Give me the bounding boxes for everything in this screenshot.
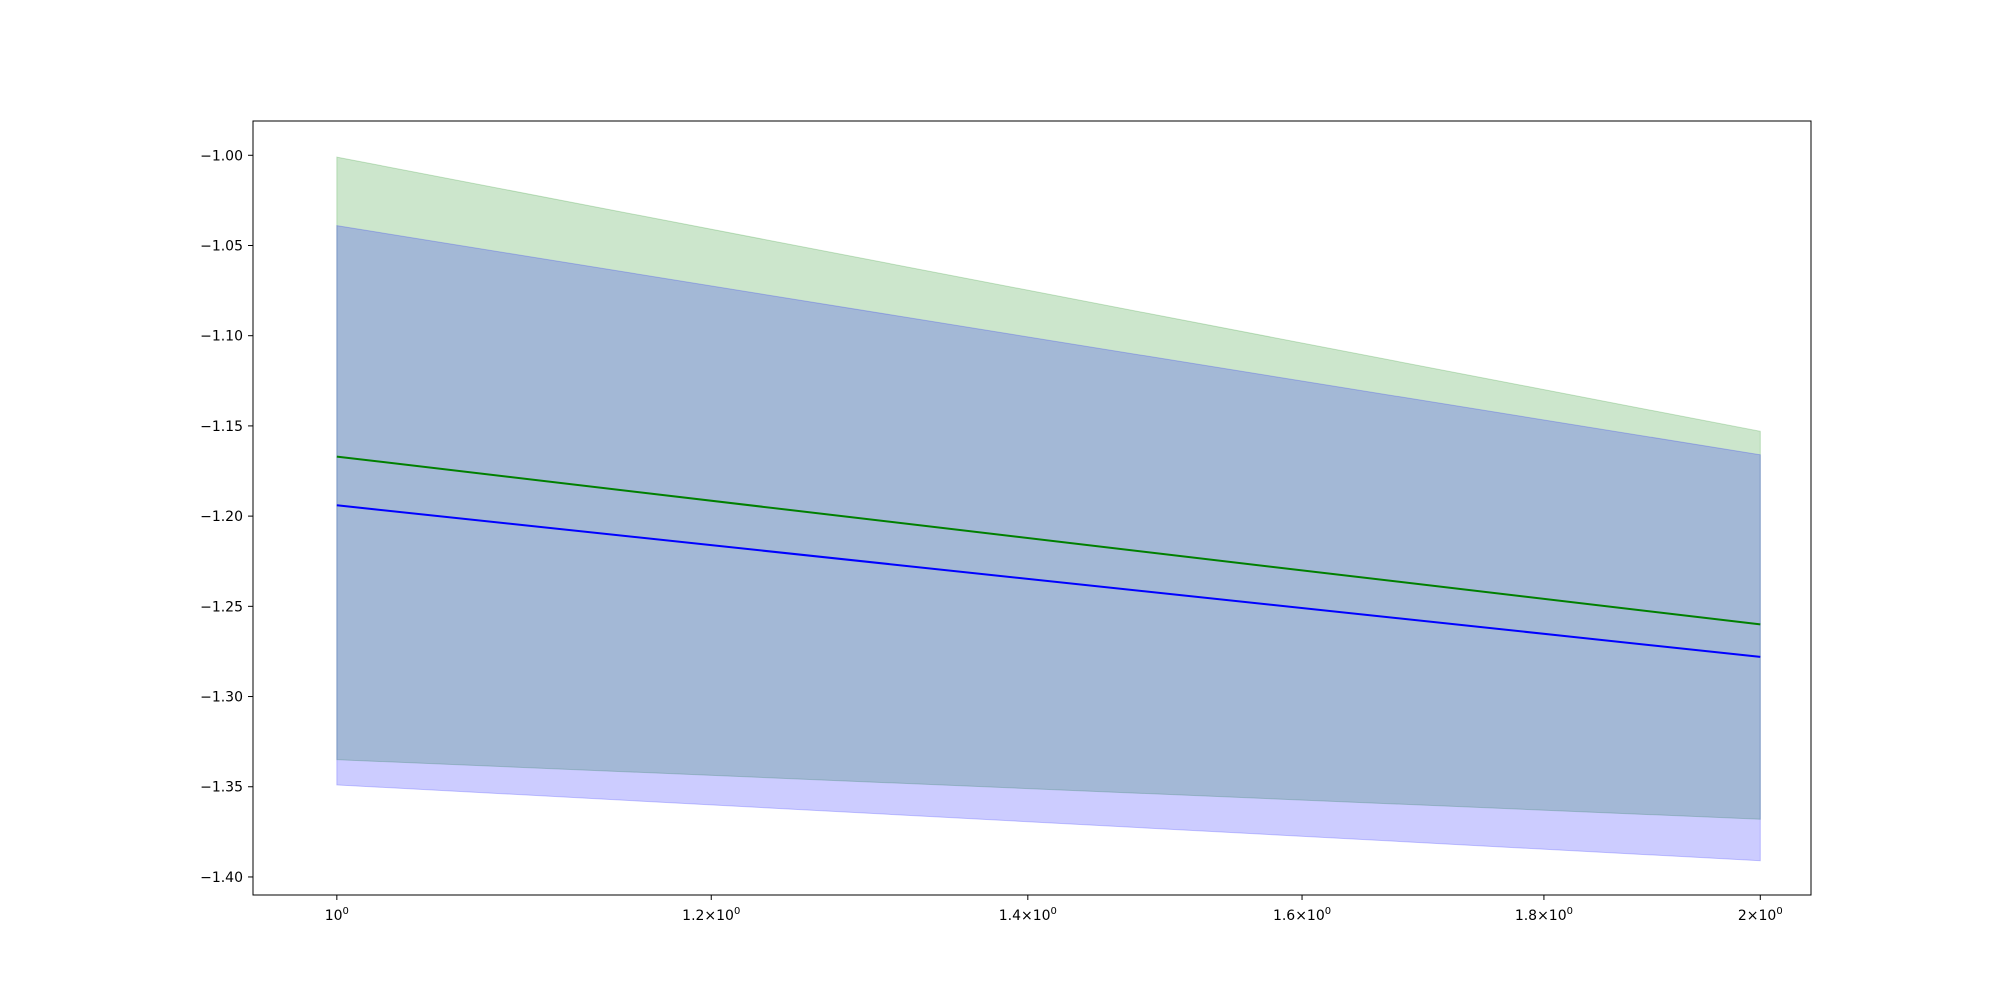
- y-tick-label: −1.40: [200, 870, 243, 886]
- y-tick-label: −1.20: [200, 509, 243, 525]
- x-tick-label: 2×100: [1738, 906, 1783, 924]
- series-line-1: [336, 455, 1761, 626]
- x-tick-label: 100: [325, 906, 349, 924]
- series-line-2: [336, 504, 1761, 658]
- x-tick-label: 1.8×100: [1515, 906, 1573, 924]
- y-tick-label: −1.25: [200, 599, 243, 615]
- y-tick-label: −1.05: [200, 238, 243, 254]
- y-axis: −1.00 −1.05 −1.10 −1.15 −1.20 −1.25 −1.30 −1.35…: [200, 148, 253, 886]
- series-lines: [336, 455, 1761, 658]
- y-tick-label: −1.35: [200, 780, 243, 796]
- x-tick-label: 1.6×100: [1273, 906, 1331, 924]
- x-tick-label: 1.4×100: [999, 906, 1057, 924]
- axes-frame: [252, 120, 1812, 896]
- confidence-bands: [336, 156, 1761, 862]
- y-tick-label: −1.10: [200, 329, 243, 345]
- confidence-band-1: [336, 156, 1761, 820]
- confidence-band-2: [336, 225, 1761, 862]
- y-tick-label: −1.00: [200, 148, 243, 164]
- x-axis: 100 1.2×100 1.4×100 1.6×100 1.8×100 2×100: [325, 895, 1783, 924]
- y-tick-label: −1.15: [200, 419, 243, 435]
- x-tick-label: 1.2×100: [682, 906, 740, 924]
- y-tick-label: −1.30: [200, 690, 243, 706]
